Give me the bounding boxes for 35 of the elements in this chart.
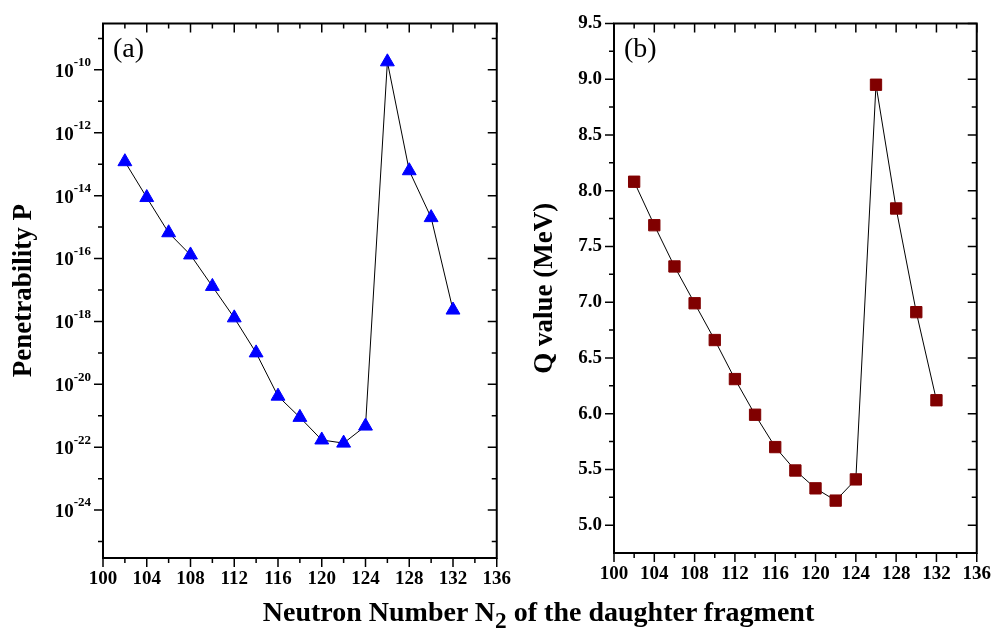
x-tick-label: 104 — [640, 562, 670, 584]
y-tick-label: 7.5 — [578, 234, 602, 256]
x-axis-title: Neutron Number N$_{2}$ of the daughter fragment — [261, 596, 816, 634]
x-tick-label: 104 — [132, 567, 162, 589]
x-tick-label: 108 — [680, 562, 709, 584]
x-tick-label: 124 — [351, 567, 381, 589]
y-tick-label: 5.5 — [578, 457, 602, 479]
y-axis-title: Penetrability P — [7, 204, 38, 378]
annotation: (b) — [624, 31, 657, 63]
x-tick-label: 128 — [395, 567, 424, 589]
x-tick-label: 136 — [482, 567, 511, 589]
x-tick-label: 116 — [761, 562, 789, 584]
x-tick-label: 120 — [307, 567, 336, 589]
y-tick-label: 9.0 — [578, 67, 602, 89]
annotation: (a) — [113, 31, 145, 63]
y-tick-label: 6.5 — [578, 345, 602, 367]
x-tick-label: 100 — [88, 567, 118, 589]
x-tick-label: 112 — [721, 562, 749, 584]
y-tick-label: 9.5 — [578, 11, 602, 33]
x-tick-label: 116 — [264, 567, 292, 589]
x-tick-label: 120 — [801, 562, 830, 584]
x-tick-label: 112 — [220, 567, 248, 589]
y-axis-title: Q value (MeV) — [528, 202, 559, 374]
x-tick-label: 100 — [599, 562, 629, 584]
y-tick-label: 5.0 — [578, 513, 602, 535]
x-tick-label: 132 — [922, 562, 951, 584]
y-tick-label: 7.0 — [578, 290, 602, 312]
x-tick-label: 108 — [176, 567, 205, 589]
x-tick-label: 132 — [438, 567, 468, 589]
x-tick-label: 128 — [881, 562, 911, 584]
y-tick-label: 6.0 — [578, 401, 602, 423]
y-tick-label: 8.5 — [578, 122, 602, 144]
x-tick-label: 136 — [962, 562, 991, 584]
y-tick-label: 8.0 — [578, 178, 602, 200]
x-tick-label: 124 — [841, 562, 871, 584]
